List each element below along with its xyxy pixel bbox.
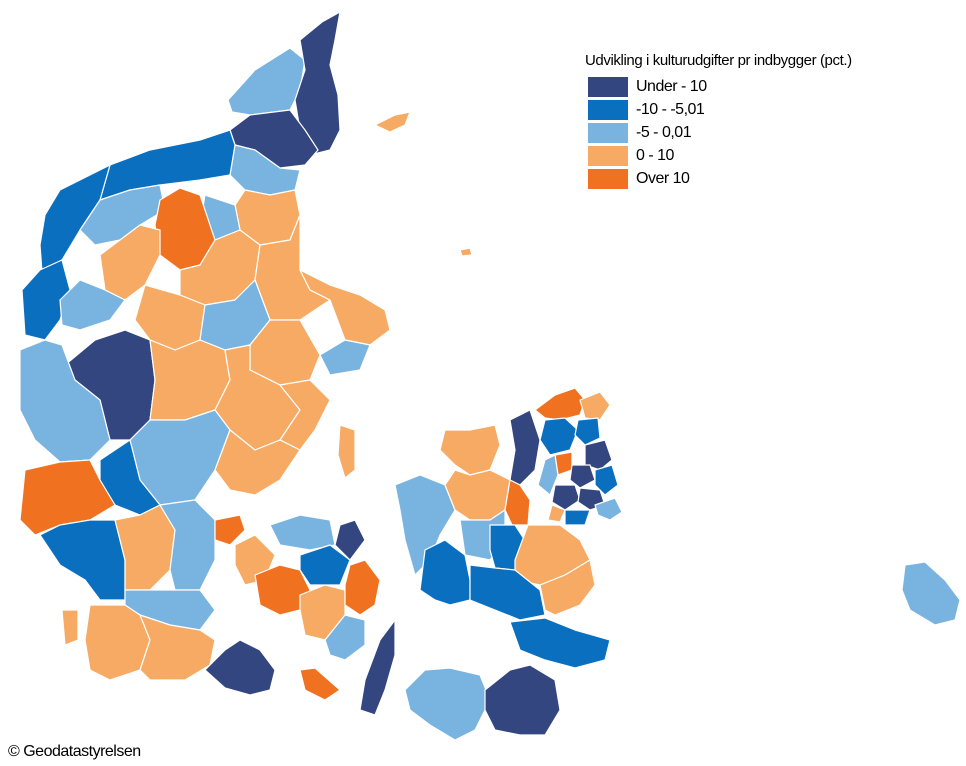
municipality-region: [594, 464, 619, 496]
municipality-region: [547, 504, 566, 523]
municipality-region: [204, 639, 276, 696]
municipality-region: [359, 619, 396, 716]
municipality-region: [337, 424, 356, 479]
municipality-region: [537, 454, 559, 496]
municipality-region: [279, 379, 331, 451]
legend-swatch: [588, 122, 628, 143]
municipality-region: [319, 339, 371, 376]
legend-swatch: [588, 145, 628, 166]
municipality-region: [19, 339, 111, 463]
legend-item-minus-5-to-0: -5 - 0,01: [585, 121, 915, 144]
municipality-region: [901, 561, 961, 626]
municipality-region: [584, 439, 613, 471]
municipality-region: [579, 391, 611, 421]
municipality-region: [484, 664, 561, 736]
municipality-region: [594, 497, 623, 521]
legend-item-under-minus-10: Under - 10: [585, 75, 915, 98]
municipality-region: [61, 609, 79, 646]
copyright-credit: © Geodatastyrelsen: [8, 743, 141, 760]
legend-item-over-10: Over 10: [585, 167, 915, 190]
municipality-region: [564, 509, 591, 526]
legend-label: -10 - -5,01: [636, 100, 705, 118]
municipality-region: [299, 667, 341, 701]
municipality-region: [574, 417, 601, 446]
map-legend: Udvikling i kulturudgifter pr indbygger …: [585, 52, 915, 190]
municipality-region: [324, 614, 366, 661]
municipality-region: [39, 164, 111, 273]
legend-label: -5 - 0,01: [636, 123, 692, 141]
municipality-region: [569, 464, 596, 489]
municipality-region: [269, 514, 336, 551]
legend-label: 0 - 10: [636, 146, 674, 164]
municipality-region: [299, 269, 391, 346]
municipality-region: [99, 129, 236, 201]
legend-swatch: [588, 76, 628, 97]
municipality-region: [509, 409, 541, 486]
legend-item-minus-10-to-minus-5: -10 - -5,01: [585, 98, 915, 121]
municipality-region: [227, 47, 306, 116]
municipality-region: [374, 111, 411, 133]
municipality-region: [534, 387, 586, 421]
legend-item-0-to-10: 0 - 10: [585, 144, 915, 167]
municipality-region: [19, 459, 116, 536]
municipality-region: [459, 247, 473, 257]
legend-title: Udvikling i kulturudgifter pr indbygger …: [585, 52, 852, 69]
municipality-region: [39, 519, 126, 601]
municipality-region: [214, 514, 246, 546]
municipality-region: [539, 417, 579, 456]
municipality-region: [419, 539, 471, 606]
municipality-region: [551, 484, 581, 511]
municipality-region: [439, 424, 501, 476]
legend-swatch: [588, 168, 628, 189]
municipality-region: [294, 11, 341, 156]
legend-label: Over 10: [636, 169, 690, 187]
municipality-region: [214, 429, 301, 496]
municipality-region: [334, 519, 366, 561]
municipality-region: [469, 564, 546, 621]
municipality-region: [59, 279, 126, 331]
municipality-region: [539, 559, 596, 616]
municipality-region: [504, 479, 531, 526]
municipality-region: [509, 617, 611, 669]
legend-label: Under - 10: [636, 77, 707, 95]
municipality-region: [139, 614, 216, 681]
municipality-region: [404, 667, 491, 741]
municipality-region: [344, 559, 381, 616]
legend-swatch: [588, 99, 628, 120]
